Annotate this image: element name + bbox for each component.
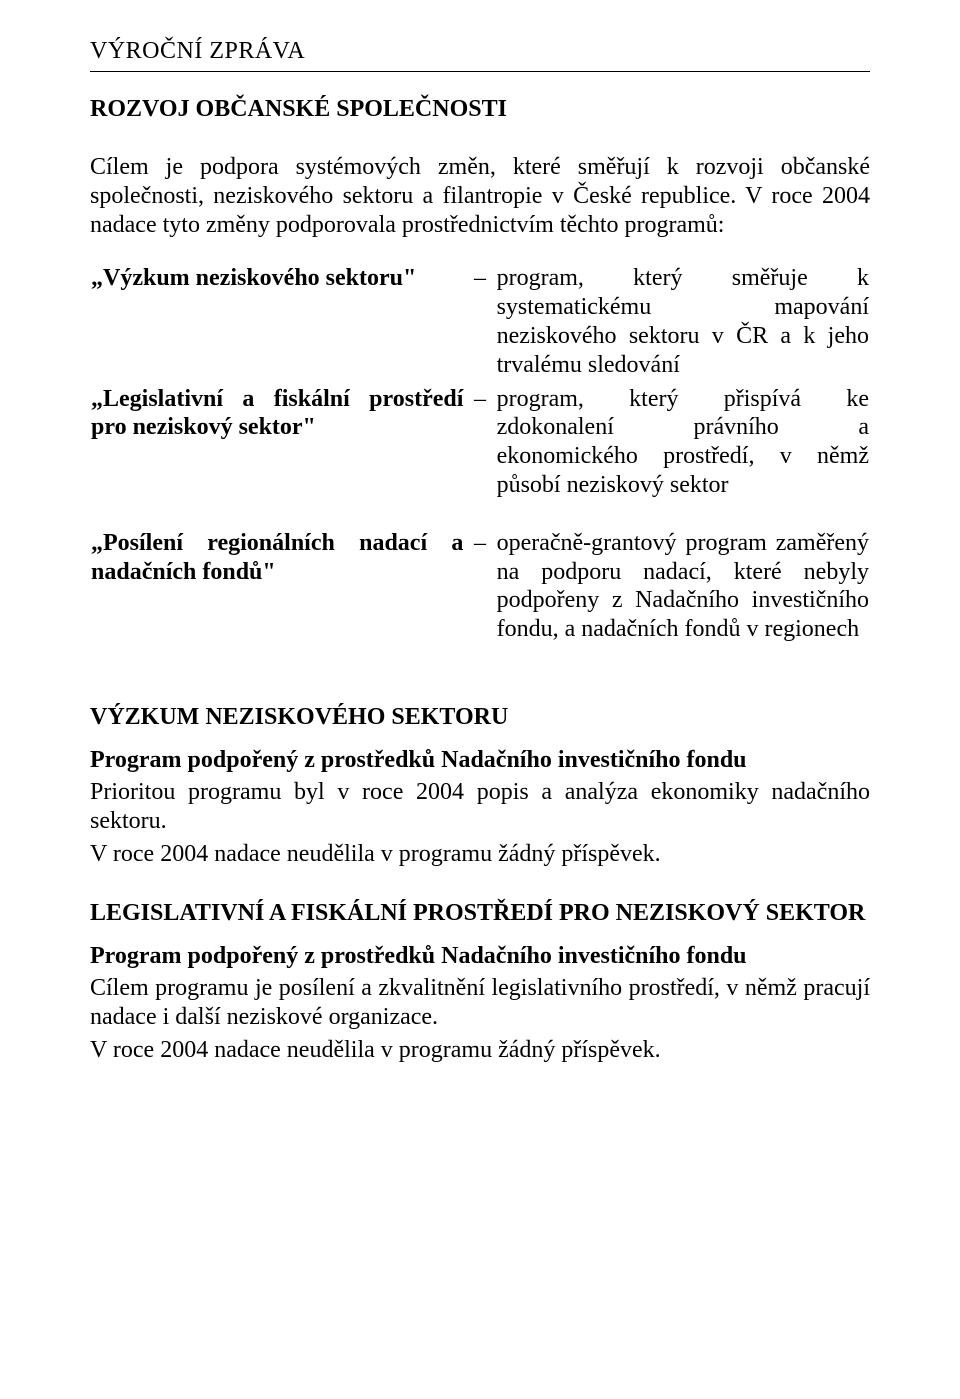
program-row: „Výzkum neziskového sektoru" – program, … [90,263,870,383]
page-header-title: VÝROČNÍ ZPRÁVA [90,38,870,65]
section-title: LEGISLATIVNÍ A FISKÁLNÍ PROSTŘEDÍ PRO NE… [90,900,870,927]
programs-table: „Výzkum neziskového sektoru" – program, … [90,263,870,672]
section-block: LEGISLATIVNÍ A FISKÁLNÍ PROSTŘEDÍ PRO NE… [90,900,870,1064]
program-desc: program, který přispívá ke zdokonalení p… [496,384,870,528]
section-title: VÝZKUM NEZISKOVÉHO SEKTORU [90,704,870,731]
program-row: „Posílení regionálních nadací a nadačníc… [90,528,870,672]
program-row: „Legislativní a fiskální prostředí pro n… [90,384,870,528]
program-desc: operačně-grantový program zaměřený na po… [496,528,870,672]
program-name: „Posílení regionálních nadací a nadačníc… [90,528,464,672]
section-subtitle: Program podpořený z prostředků Nadačního… [90,747,870,774]
program-name: „Výzkum neziskového sektoru" [90,263,464,383]
section-subtitle: Program podpořený z prostředků Nadačního… [90,943,870,970]
main-section-title: ROZVOJ OBČANSKÉ SPOLEČNOSTI [90,96,870,123]
program-dash: – [464,263,495,383]
program-name: „Legislativní a fiskální prostředí pro n… [90,384,464,528]
program-dash: – [464,384,495,528]
section-body: V roce 2004 nadace neudělila v programu … [90,1036,870,1065]
program-dash: – [464,528,495,672]
section-body: Cílem programu je posílení a zkvalitnění… [90,974,870,1032]
section-block: VÝZKUM NEZISKOVÉHO SEKTORU Program podpo… [90,704,870,868]
header-rule [90,71,870,72]
section-body: Prioritou programu byl v roce 2004 popis… [90,778,870,836]
program-desc: program, který směřuje k systematickému … [496,263,870,383]
section-body: V roce 2004 nadace neudělila v programu … [90,840,870,869]
intro-paragraph: Cílem je podpora systémových změn, které… [90,153,870,239]
